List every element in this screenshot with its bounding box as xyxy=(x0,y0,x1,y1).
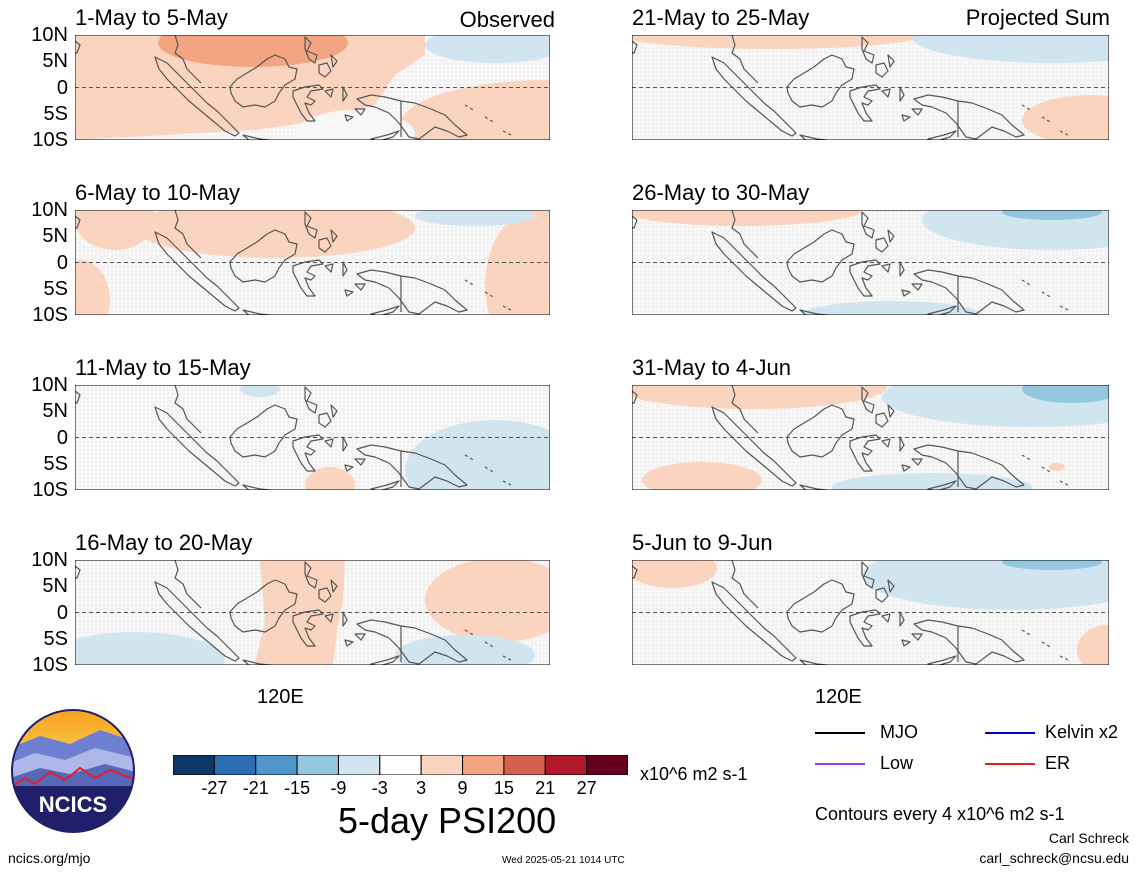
colorbar-tick-label: -27 xyxy=(201,778,228,798)
legend-label-low: Low xyxy=(880,753,914,773)
lat-tick-label: 5N xyxy=(42,575,68,598)
site-link[interactable]: ncics.org/mjo xyxy=(8,850,91,866)
legend-line-er xyxy=(985,763,1035,765)
map-panel-1 xyxy=(75,35,550,140)
legend-line-low xyxy=(815,763,865,765)
colorbar-swatch xyxy=(213,755,257,775)
lat-tick-label: 5S xyxy=(43,627,68,650)
lat-tick-label: 0 xyxy=(56,251,68,274)
map-panel-4 xyxy=(75,560,550,665)
colorbar-tick-label: 9 xyxy=(457,778,468,798)
lat-tick-label: 5S xyxy=(43,452,68,475)
author-email: carl_schreck@ncsu.edu xyxy=(979,850,1129,866)
ncics-logo: NCICS xyxy=(11,709,135,833)
colorbar-tick-label: -9 xyxy=(330,778,347,798)
chart-title: 5-day PSI200 xyxy=(338,800,557,841)
colorbar-tick-label: -15 xyxy=(284,778,311,798)
map-panel-3 xyxy=(75,385,550,490)
colorbar-swatch xyxy=(173,755,215,775)
x-tick-label-left: 120E xyxy=(257,686,304,708)
legend-label-kelvin: Kelvin x2 xyxy=(1045,722,1119,742)
map-panel-8 xyxy=(632,560,1109,665)
observed-label: Observed xyxy=(459,7,555,32)
panel-title-5: 21-May to 25-May xyxy=(632,5,810,30)
colorbar-tick-label: -3 xyxy=(371,778,388,798)
colorbar-tick-label: 27 xyxy=(576,778,597,798)
colorbar-swatch xyxy=(337,755,381,775)
panel-title-7: 31-May to 4-Jun xyxy=(632,355,791,380)
colorbar-tick-label: -21 xyxy=(242,778,269,798)
panel-title-2: 6-May to 10-May xyxy=(75,180,241,205)
colorbar-swatch xyxy=(462,755,505,775)
lat-tick-label: 10S xyxy=(32,129,68,151)
legend: MJO Kelvin x2 Low ER xyxy=(815,720,1135,780)
projected-sum-label: Projected Sum xyxy=(965,5,1110,30)
legend-label-er: ER xyxy=(1045,753,1071,773)
lat-tick-label: 10S xyxy=(32,304,68,326)
panel-title-3: 11-May to 15-May xyxy=(75,355,251,380)
map-panel-7 xyxy=(632,385,1109,490)
colorbar-swatch xyxy=(503,755,546,775)
lat-tick-label: 10S xyxy=(32,479,68,501)
lat-tick-label: 10N xyxy=(31,24,68,46)
lat-tick-label: 0 xyxy=(56,76,68,99)
colorbar-swatch xyxy=(255,755,298,775)
lat-tick-label: 5N xyxy=(42,225,68,248)
map-panel-5 xyxy=(632,35,1109,140)
lat-tick-label: 5N xyxy=(42,50,68,73)
panel-title-8: 5-Jun to 9-Jun xyxy=(632,530,773,555)
lat-tick-label: 10S xyxy=(32,654,68,676)
lat-tick-label: 10N xyxy=(31,374,68,396)
map-panel-6 xyxy=(632,210,1109,315)
colorbar-swatch xyxy=(544,755,588,775)
colorbar-units: x10^6 m2 s-1 xyxy=(640,764,748,784)
panel-title-1: 1-May to 5-May xyxy=(75,5,228,30)
legend-line-mjo xyxy=(815,732,865,734)
colorbar-swatch xyxy=(586,755,628,775)
colorbar-swatch xyxy=(420,755,464,775)
colorbar-tick-label: 21 xyxy=(535,778,556,798)
colorbar-swatch xyxy=(296,755,339,775)
timestamp: Wed 2025-05-21 1014 UTC xyxy=(502,855,625,866)
colorbar xyxy=(173,755,628,775)
panel-title-4: 16-May to 20-May xyxy=(75,530,253,555)
lat-tick-label: 5S xyxy=(43,277,68,300)
lat-tick-label: 0 xyxy=(56,426,68,449)
lat-tick-label: 5N xyxy=(42,400,68,423)
lat-tick-label: 10N xyxy=(31,199,68,221)
map-panel-2 xyxy=(75,210,550,315)
colorbar-swatch xyxy=(379,755,422,775)
colorbar-tick-label: 3 xyxy=(416,778,427,798)
x-tick-label-right: 120E xyxy=(815,686,862,708)
logo-text: NCICS xyxy=(39,792,107,817)
colorbar-tick-label: 15 xyxy=(493,778,514,798)
lat-tick-label: 5S xyxy=(43,102,68,125)
legend-label-mjo: MJO xyxy=(880,722,918,742)
legend-line-kelvin xyxy=(985,732,1035,734)
contour-note: Contours every 4 x10^6 m2 s-1 xyxy=(815,804,1065,824)
author-name: Carl Schreck xyxy=(1048,830,1129,846)
lat-tick-label: 0 xyxy=(56,601,68,624)
panel-title-6: 26-May to 30-May xyxy=(632,180,810,205)
lat-tick-label: 10N xyxy=(31,549,68,571)
